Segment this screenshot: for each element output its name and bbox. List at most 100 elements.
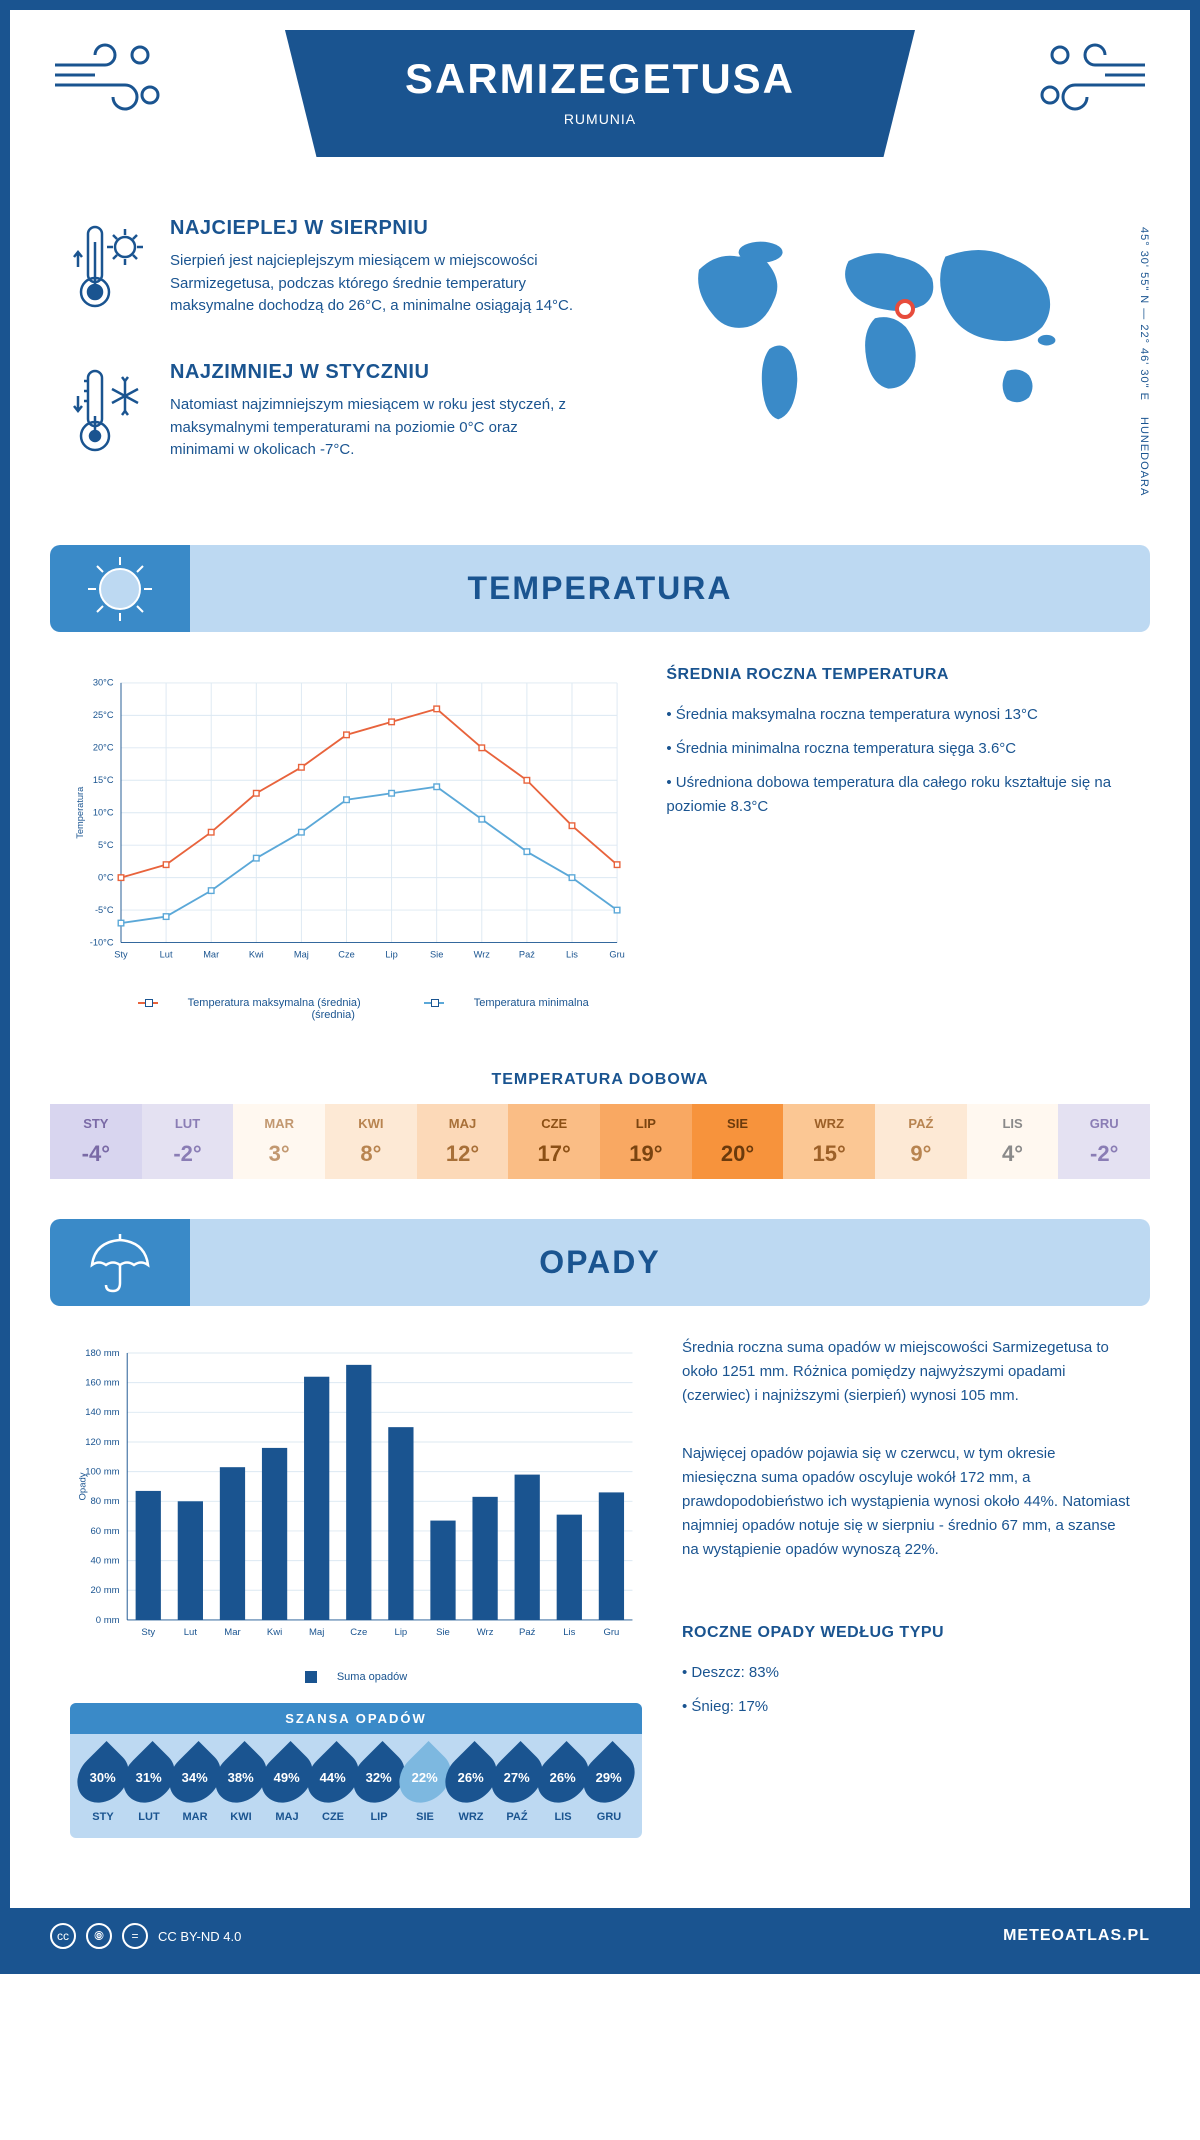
temp-cell: LIS4°: [967, 1104, 1059, 1179]
svg-text:Gru: Gru: [609, 949, 624, 959]
line-chart-svg: -10°C-5°C0°C5°C10°C15°C20°C25°C30°CStyLu…: [70, 662, 626, 982]
chance-drop: 26%WRZ: [448, 1749, 494, 1823]
svg-text:Lis: Lis: [563, 1627, 575, 1638]
precip-legend-label: Suma opadów: [337, 1671, 407, 1683]
temp-bullet-3: • Uśredniona dobowa temperatura dla całe…: [666, 771, 1130, 819]
svg-text:Lis: Lis: [566, 949, 578, 959]
svg-text:15°C: 15°C: [93, 775, 114, 785]
coldest-text: NAJZIMNIEJ W STYCZNIU Natomiast najzimni…: [170, 361, 580, 475]
warmest-fact: NAJCIEPLEJ W SIERPNIU Sierpień jest najc…: [70, 217, 580, 331]
svg-text:Mar: Mar: [224, 1627, 241, 1638]
precipitation-section-header: OPADY: [50, 1219, 1150, 1306]
umbrella-badge-icon: [50, 1219, 190, 1306]
temp-cell: MAR3°: [233, 1104, 325, 1179]
svg-text:Gru: Gru: [603, 1627, 619, 1638]
svg-text:Maj: Maj: [294, 949, 309, 959]
svg-text:Opady: Opady: [77, 1472, 88, 1500]
country-subtitle: RUMUNIA: [405, 111, 795, 127]
svg-text:30°C: 30°C: [93, 678, 114, 688]
chance-drop: 44%CZE: [310, 1749, 356, 1823]
temp-cell: SIE20°: [692, 1104, 784, 1179]
location-title: SARMIZEGETUSA: [405, 55, 795, 103]
svg-text:5°C: 5°C: [98, 840, 114, 850]
world-map: [620, 217, 1130, 437]
svg-text:Lut: Lut: [184, 1627, 198, 1638]
coldest-body: Natomiast najzimniejszym miesiącem w rok…: [170, 394, 580, 462]
temp-cell: LIP19°: [600, 1104, 692, 1179]
svg-text:60 mm: 60 mm: [90, 1526, 119, 1537]
title-banner: SARMIZEGETUSA RUMUNIA: [285, 30, 915, 157]
temp-cell: MAJ12°: [417, 1104, 509, 1179]
chance-drop: 38%KWI: [218, 1749, 264, 1823]
wind-decoration-right: [1030, 40, 1150, 134]
chance-drop: 30%STY: [80, 1749, 126, 1823]
temp-cell: KWI8°: [325, 1104, 417, 1179]
chart-legend: Temperatura maksymalna (średnia) Tempera…: [70, 997, 626, 1021]
chance-title: SZANSA OPADÓW: [70, 1703, 642, 1734]
precipitation-content: 0 mm20 mm40 mm60 mm80 mm100 mm120 mm140 …: [10, 1306, 1190, 1868]
precipitation-chart: 0 mm20 mm40 mm60 mm80 mm100 mm120 mm140 …: [70, 1336, 642, 1838]
chance-drop: 22%SIE: [402, 1749, 448, 1823]
precipitation-summary: Średnia roczna suma opadów w miejscowośc…: [682, 1336, 1130, 1838]
temp-cell: STY-4°: [50, 1104, 142, 1179]
temperature-content: -10°C-5°C0°C5°C10°C15°C20°C25°C30°CStyLu…: [10, 632, 1190, 1051]
daily-temp-table: STY-4°LUT-2°MAR3°KWI8°MAJ12°CZE17°LIP19°…: [50, 1104, 1150, 1179]
chance-drop: 32%LIP: [356, 1749, 402, 1823]
svg-text:-10°C: -10°C: [90, 937, 114, 947]
daily-temp-title: TEMPERATURA DOBOWA: [10, 1071, 1190, 1089]
precip-text-1: Średnia roczna suma opadów w miejscowośc…: [682, 1336, 1130, 1408]
svg-text:Wrz: Wrz: [477, 1627, 494, 1638]
bar-chart-svg: 0 mm20 mm40 mm60 mm80 mm100 mm120 mm140 …: [70, 1336, 642, 1656]
by-icon: 🞋: [86, 1923, 112, 1949]
svg-text:-5°C: -5°C: [95, 905, 114, 915]
temperature-section-header: TEMPERATURA: [50, 545, 1150, 632]
precip-legend: Suma opadów: [70, 1671, 642, 1683]
region-label: HUNEDOARA: [1138, 417, 1150, 496]
temp-cell: PAŹ9°: [875, 1104, 967, 1179]
svg-text:Paź: Paź: [519, 1627, 536, 1638]
coldest-title: NAJZIMNIEJ W STYCZNIU: [170, 361, 580, 384]
svg-text:Sie: Sie: [430, 949, 443, 959]
svg-text:Kwi: Kwi: [267, 1627, 282, 1638]
svg-text:40 mm: 40 mm: [90, 1555, 119, 1566]
svg-text:Lip: Lip: [385, 949, 397, 959]
svg-text:Cze: Cze: [350, 1627, 367, 1638]
warmest-text: NAJCIEPLEJ W SIERPNIU Sierpień jest najc…: [170, 217, 580, 331]
chance-drops: 30%STY31%LUT34%MAR38%KWI49%MAJ44%CZE32%L…: [70, 1734, 642, 1838]
svg-text:0°C: 0°C: [98, 872, 114, 882]
svg-text:Cze: Cze: [338, 949, 354, 959]
chance-drop: 34%MAR: [172, 1749, 218, 1823]
temp-cell: LUT-2°: [142, 1104, 234, 1179]
temperature-summary: ŚREDNIA ROCZNA TEMPERATURA • Średnia mak…: [666, 662, 1130, 1021]
svg-text:100 mm: 100 mm: [85, 1466, 119, 1477]
svg-text:Sie: Sie: [436, 1627, 450, 1638]
temperature-chart: -10°C-5°C0°C5°C10°C15°C20°C25°C30°CStyLu…: [70, 662, 626, 1021]
temp-bullet-2: • Średnia minimalna roczna temperatura s…: [666, 737, 1130, 761]
temp-bullet-1: • Średnia maksymalna roczna temperatura …: [666, 703, 1130, 727]
sun-badge-icon: [50, 545, 190, 632]
svg-text:140 mm: 140 mm: [85, 1407, 119, 1418]
svg-text:Paź: Paź: [519, 949, 535, 959]
footer: cc 🞋 = CC BY-ND 4.0 METEOATLAS.PL: [10, 1908, 1190, 1964]
svg-text:Kwi: Kwi: [249, 949, 264, 959]
precipitation-title: OPADY: [50, 1244, 1150, 1281]
precip-type-title: ROCZNE OPADY WEDŁUG TYPU: [682, 1620, 1130, 1646]
svg-text:Mar: Mar: [203, 949, 219, 959]
world-map-panel: 45° 30' 55" N — 22° 46' 30" E HUNEDOARA: [620, 217, 1130, 505]
precip-text-2: Najwięcej opadów pojawia się w czerwcu, …: [682, 1442, 1130, 1562]
wind-decoration-left: [50, 40, 170, 134]
svg-text:160 mm: 160 mm: [85, 1378, 119, 1389]
thermometer-sun-icon: [70, 217, 150, 331]
chance-drop: 29%GRU: [586, 1749, 632, 1823]
svg-text:Maj: Maj: [309, 1627, 324, 1638]
license-block: cc 🞋 = CC BY-ND 4.0: [50, 1923, 241, 1949]
legend-max: Temperatura maksymalna (średnia): [188, 997, 361, 1009]
nd-icon: =: [122, 1923, 148, 1949]
chance-drop: 49%MAJ: [264, 1749, 310, 1823]
svg-text:25°C: 25°C: [93, 710, 114, 720]
svg-text:20°C: 20°C: [93, 743, 114, 753]
precip-rain: • Deszcz: 83%: [682, 1661, 1130, 1685]
site-name: METEOATLAS.PL: [1003, 1927, 1150, 1945]
temp-cell: WRZ15°: [783, 1104, 875, 1179]
svg-text:Sty: Sty: [114, 949, 128, 959]
